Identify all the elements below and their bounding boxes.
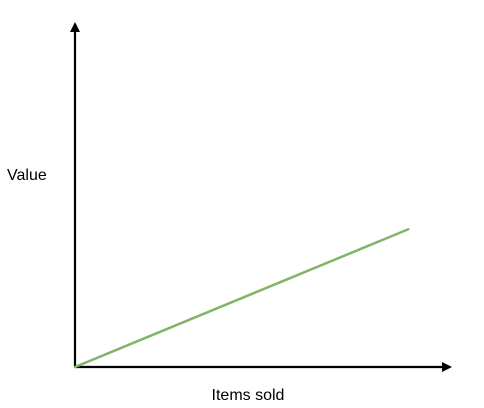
series-layer: [73, 228, 410, 369]
series-line-1: [73, 228, 410, 369]
y-axis-label: Value: [7, 167, 47, 184]
x-axis-label: Items sold: [212, 387, 285, 404]
